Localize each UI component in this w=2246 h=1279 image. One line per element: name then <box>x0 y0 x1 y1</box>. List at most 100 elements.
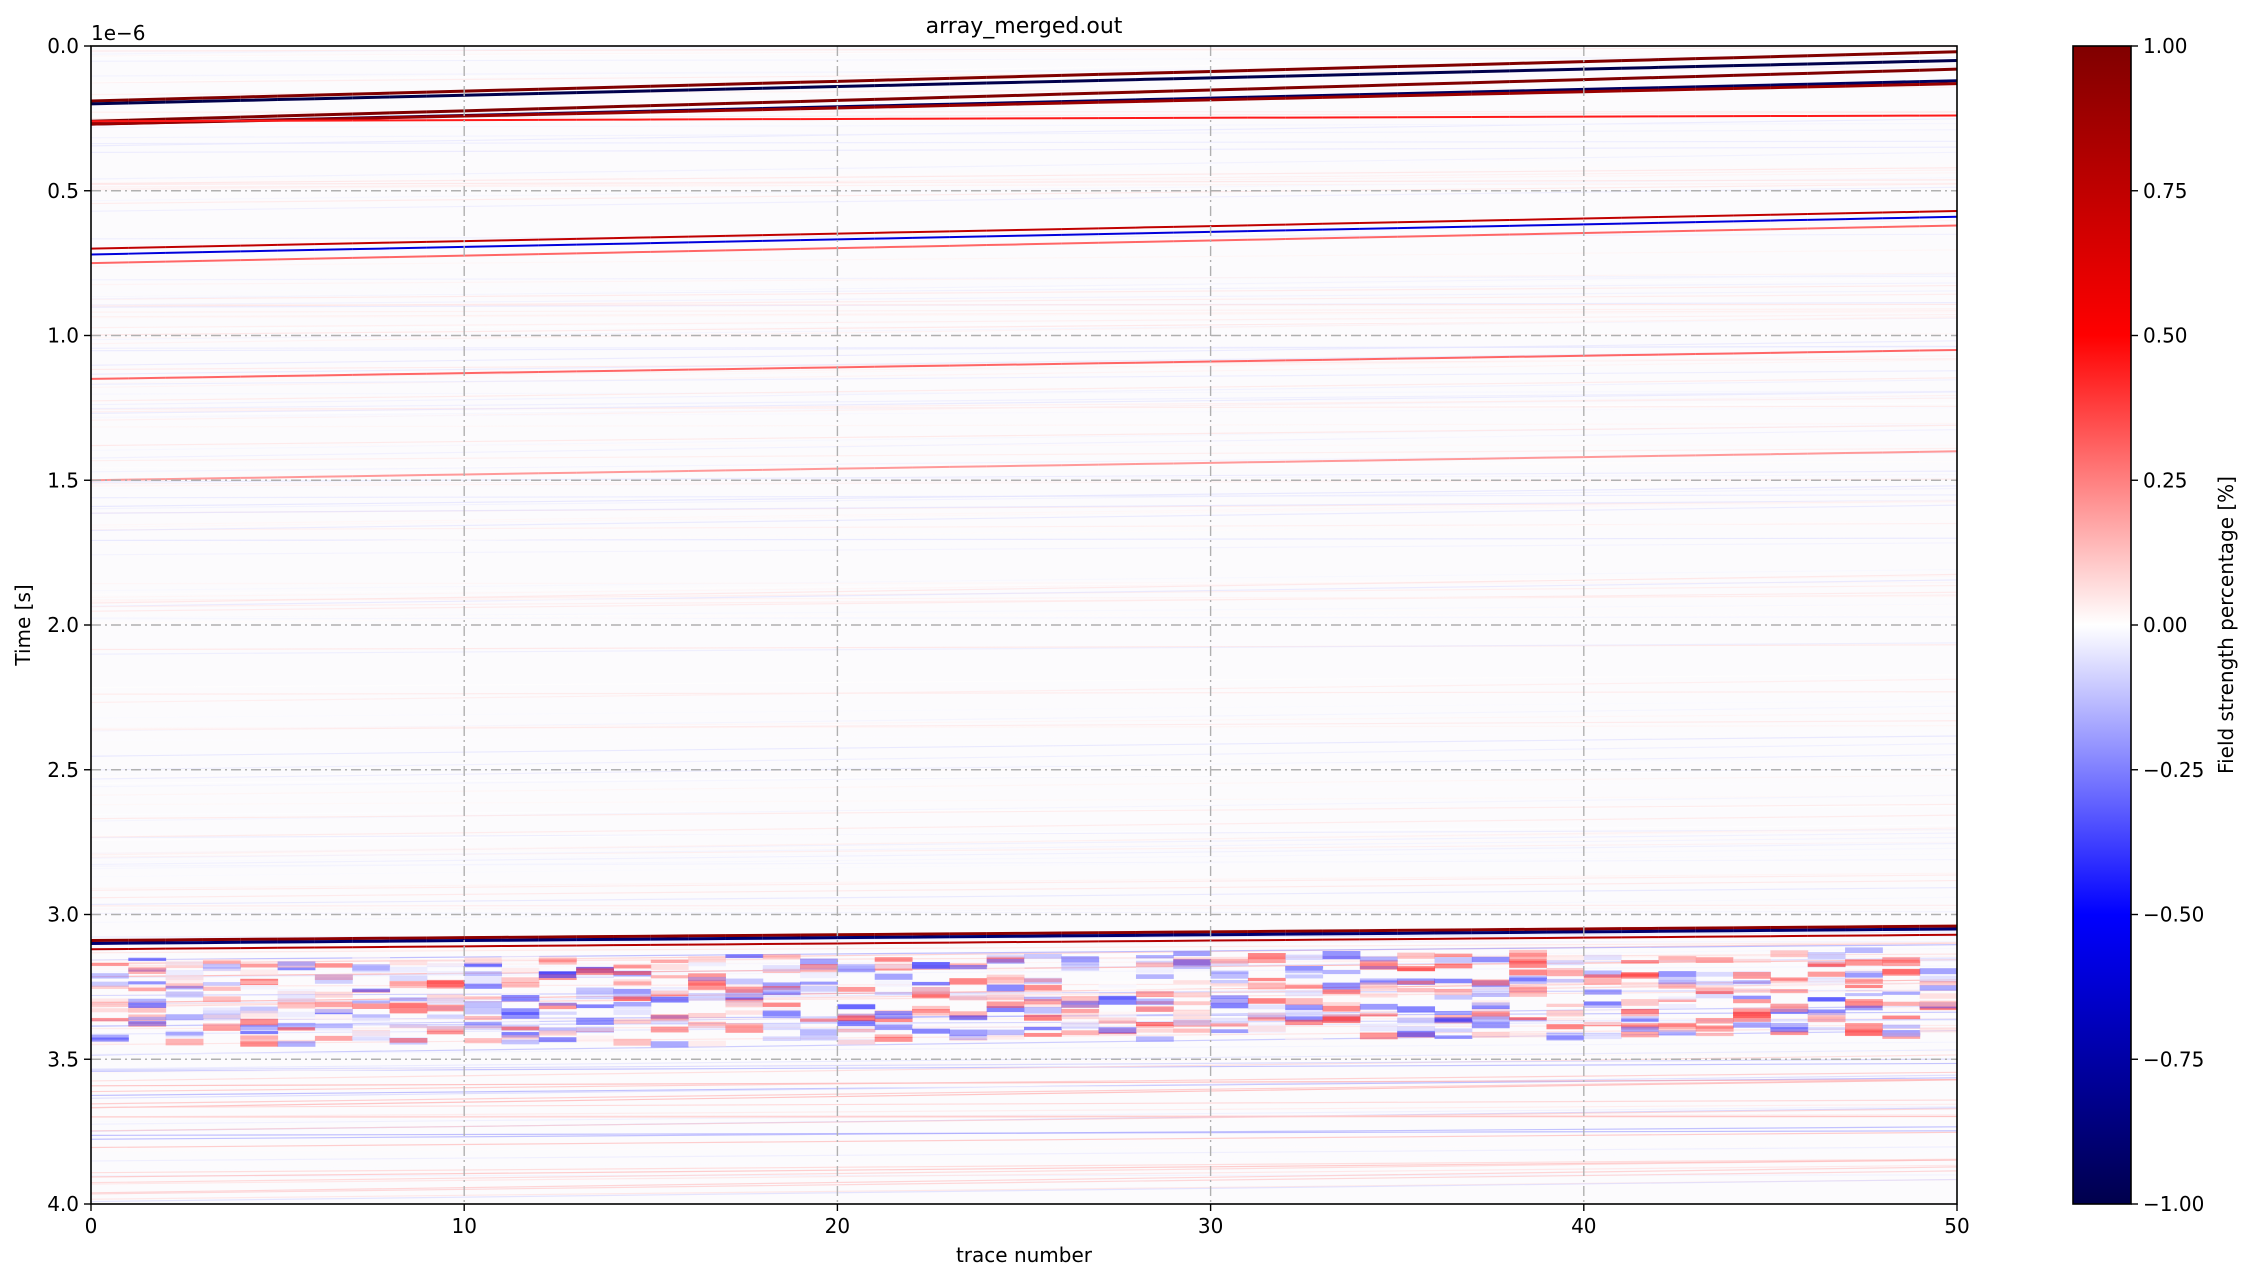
reflection-segment <box>1845 60 1883 65</box>
scatter-cell <box>352 1003 391 1009</box>
reflection-segment <box>986 464 1025 468</box>
reflection-segment <box>874 96 913 101</box>
texture-band <box>91 814 1957 838</box>
scatter-cell <box>202 1014 241 1019</box>
texture-band <box>91 359 1957 389</box>
reflection-segment <box>352 91 390 96</box>
scatter-cell <box>202 967 241 973</box>
reflection-segment <box>314 475 353 478</box>
scatter-cell <box>1509 993 1547 997</box>
scatter-cell <box>1695 971 1734 977</box>
reflection-segment <box>1023 101 1062 106</box>
reflection-segment <box>1098 463 1136 466</box>
reflection-segment <box>912 465 950 469</box>
texture-band <box>91 674 1957 689</box>
reflection-segment <box>949 229 987 233</box>
reflection-segment <box>576 90 614 95</box>
scatter-cell <box>501 1008 540 1015</box>
texture-band <box>91 1158 1957 1174</box>
reflection-segment <box>1322 236 1360 240</box>
scatter-cell <box>986 954 1025 958</box>
scatter-cell <box>874 1034 913 1038</box>
scatter-cell <box>1845 1001 1883 1008</box>
scatter-cell <box>1434 1015 1473 1019</box>
scatter-cell <box>986 1033 1025 1040</box>
reflection-segment <box>1471 457 1510 460</box>
texture-band <box>91 824 1957 841</box>
scatter-cell <box>1733 1011 1771 1019</box>
reflection-segment <box>1621 88 1659 93</box>
scatter-cell <box>464 1038 503 1044</box>
scatter-cell <box>277 1002 316 1008</box>
texture-band <box>91 743 1957 771</box>
reflection-segment <box>1173 461 1211 465</box>
reflection-segment <box>1247 229 1286 233</box>
reflection-segment <box>1546 232 1584 235</box>
reflection-segment <box>1397 357 1435 360</box>
reflection-segment <box>1359 227 1398 230</box>
scatter-cell <box>1210 995 1249 999</box>
reflection-segment <box>1919 58 1957 63</box>
reflection-segment <box>501 370 539 374</box>
scatter-cell <box>1471 1032 1510 1038</box>
reflection-segment <box>202 476 241 480</box>
texture-band <box>91 1103 1957 1118</box>
scatter-cell <box>501 955 540 960</box>
reflection-segment <box>1210 224 1248 228</box>
reflection-segment <box>949 364 987 367</box>
y-tick-label: 3.5 <box>47 1047 79 1071</box>
scatter-cell <box>1770 977 1809 981</box>
reflection-segment <box>1583 87 1622 91</box>
reflection-segment <box>352 247 390 251</box>
reflection-segment <box>1322 72 1360 77</box>
reflection-segment <box>576 242 614 246</box>
scatter-cell <box>1509 977 1547 981</box>
texture-band <box>91 735 1957 757</box>
reflection-segment <box>314 248 353 251</box>
reflection-segment <box>426 89 465 94</box>
scatter-cell <box>389 975 428 981</box>
texture-band <box>91 272 1957 286</box>
scatter-cell <box>874 1024 913 1031</box>
scatter-cell <box>1359 993 1398 998</box>
scatter-cell <box>240 1006 279 1014</box>
scatter-cell <box>1658 976 1697 981</box>
reflection-segment <box>1247 359 1286 362</box>
texture-band <box>91 767 1957 788</box>
reflection-segment <box>837 231 875 235</box>
scatter-cell <box>1210 1017 1249 1024</box>
scatter-cell <box>1471 1021 1510 1029</box>
reflection-segment <box>762 468 801 471</box>
scatter-cell <box>1061 956 1100 963</box>
scatter-cell <box>1733 1015 1771 1022</box>
scatter-cell <box>1919 985 1957 991</box>
scatter-cell <box>389 997 428 1002</box>
scatter-cell <box>1845 969 1883 973</box>
scatter-cell <box>1621 1018 1659 1022</box>
scatter-cell <box>1098 984 1137 989</box>
scatter-cell <box>426 997 465 1005</box>
reflection-segment <box>1173 230 1211 234</box>
scatter-cell <box>1024 978 1062 983</box>
scatter-cell <box>464 1001 503 1008</box>
reflection-segment <box>1695 352 1734 356</box>
scatter-cell <box>688 1012 726 1019</box>
reflection-segment <box>1770 452 1808 456</box>
reflection-segment <box>1919 50 1957 55</box>
scatter-cell <box>1061 960 1100 966</box>
scatter-cell <box>613 1006 652 1010</box>
scatter-cell <box>1845 947 1883 954</box>
reflection-segment <box>1509 68 1547 73</box>
reflection-segment <box>165 96 203 101</box>
scatter-cell <box>874 973 913 980</box>
reflection-segment <box>1173 76 1211 81</box>
scatter-cell <box>1546 1003 1585 1008</box>
texture-band <box>91 333 1957 339</box>
scatter-cell <box>1845 1005 1883 1011</box>
scatter-cell <box>912 981 950 986</box>
reflection-segment <box>576 105 614 110</box>
reflection-segment <box>1770 227 1808 231</box>
texture-band <box>91 853 1957 878</box>
reflection-segment <box>91 246 129 250</box>
scatter-cell <box>1882 968 1921 976</box>
